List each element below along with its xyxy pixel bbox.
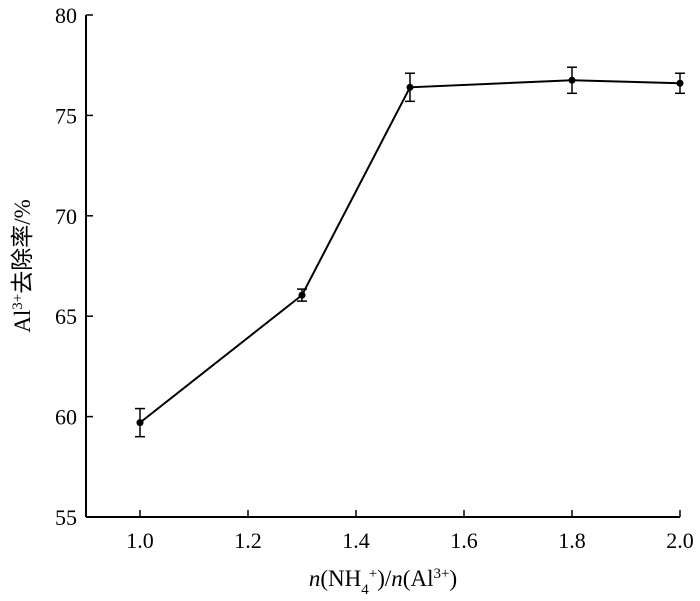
y-tick-label: 60 (55, 405, 77, 430)
axes (85, 15, 680, 518)
x-tick-label: 1.0 (126, 528, 154, 553)
y-tick-label: 65 (55, 304, 77, 329)
y-tick-label: 70 (55, 204, 77, 229)
axis-label-part: (Al (403, 566, 434, 591)
y-tick-label: 55 (55, 505, 77, 530)
axis-label-part: ) (449, 566, 457, 591)
axis-label-part: n (309, 566, 321, 591)
axis-label-part: n (391, 566, 403, 591)
x-tick-label: 2.0 (666, 528, 694, 553)
axis-label-part: (NH (320, 566, 361, 591)
y-axis-label: Al3+去除率/% (10, 199, 35, 333)
axis-label-part: + (369, 566, 377, 582)
x-tick-label: 1.6 (450, 528, 478, 553)
axis-label-part: Al (10, 310, 35, 333)
series-line (139, 79, 681, 424)
data-point (298, 291, 306, 299)
axis-label-part: 3+ (10, 294, 26, 310)
data-point (406, 83, 414, 91)
x-tick-label: 1.2 (234, 528, 262, 553)
x-tick-label: 1.8 (558, 528, 586, 553)
x-axis-label: n(NH4+)/n(Al3+) (309, 566, 457, 598)
data-point (676, 79, 684, 87)
axis-label-part: 3+ (433, 566, 449, 582)
data-point (568, 76, 576, 84)
y-tick-label: 75 (55, 103, 77, 128)
data-point (136, 419, 144, 427)
axis-label-part: 4 (361, 582, 369, 598)
axis-label-part: 去除率/% (10, 199, 35, 294)
ticks: 1.0 1.2 1.4 1.6 1.8 2.0 55 60 65 70 75 80 (55, 3, 694, 553)
series (135, 66, 685, 438)
axis-label-part: )/ (377, 566, 392, 591)
x-tick-label: 1.4 (342, 528, 370, 553)
y-tick-label: 80 (55, 3, 77, 28)
